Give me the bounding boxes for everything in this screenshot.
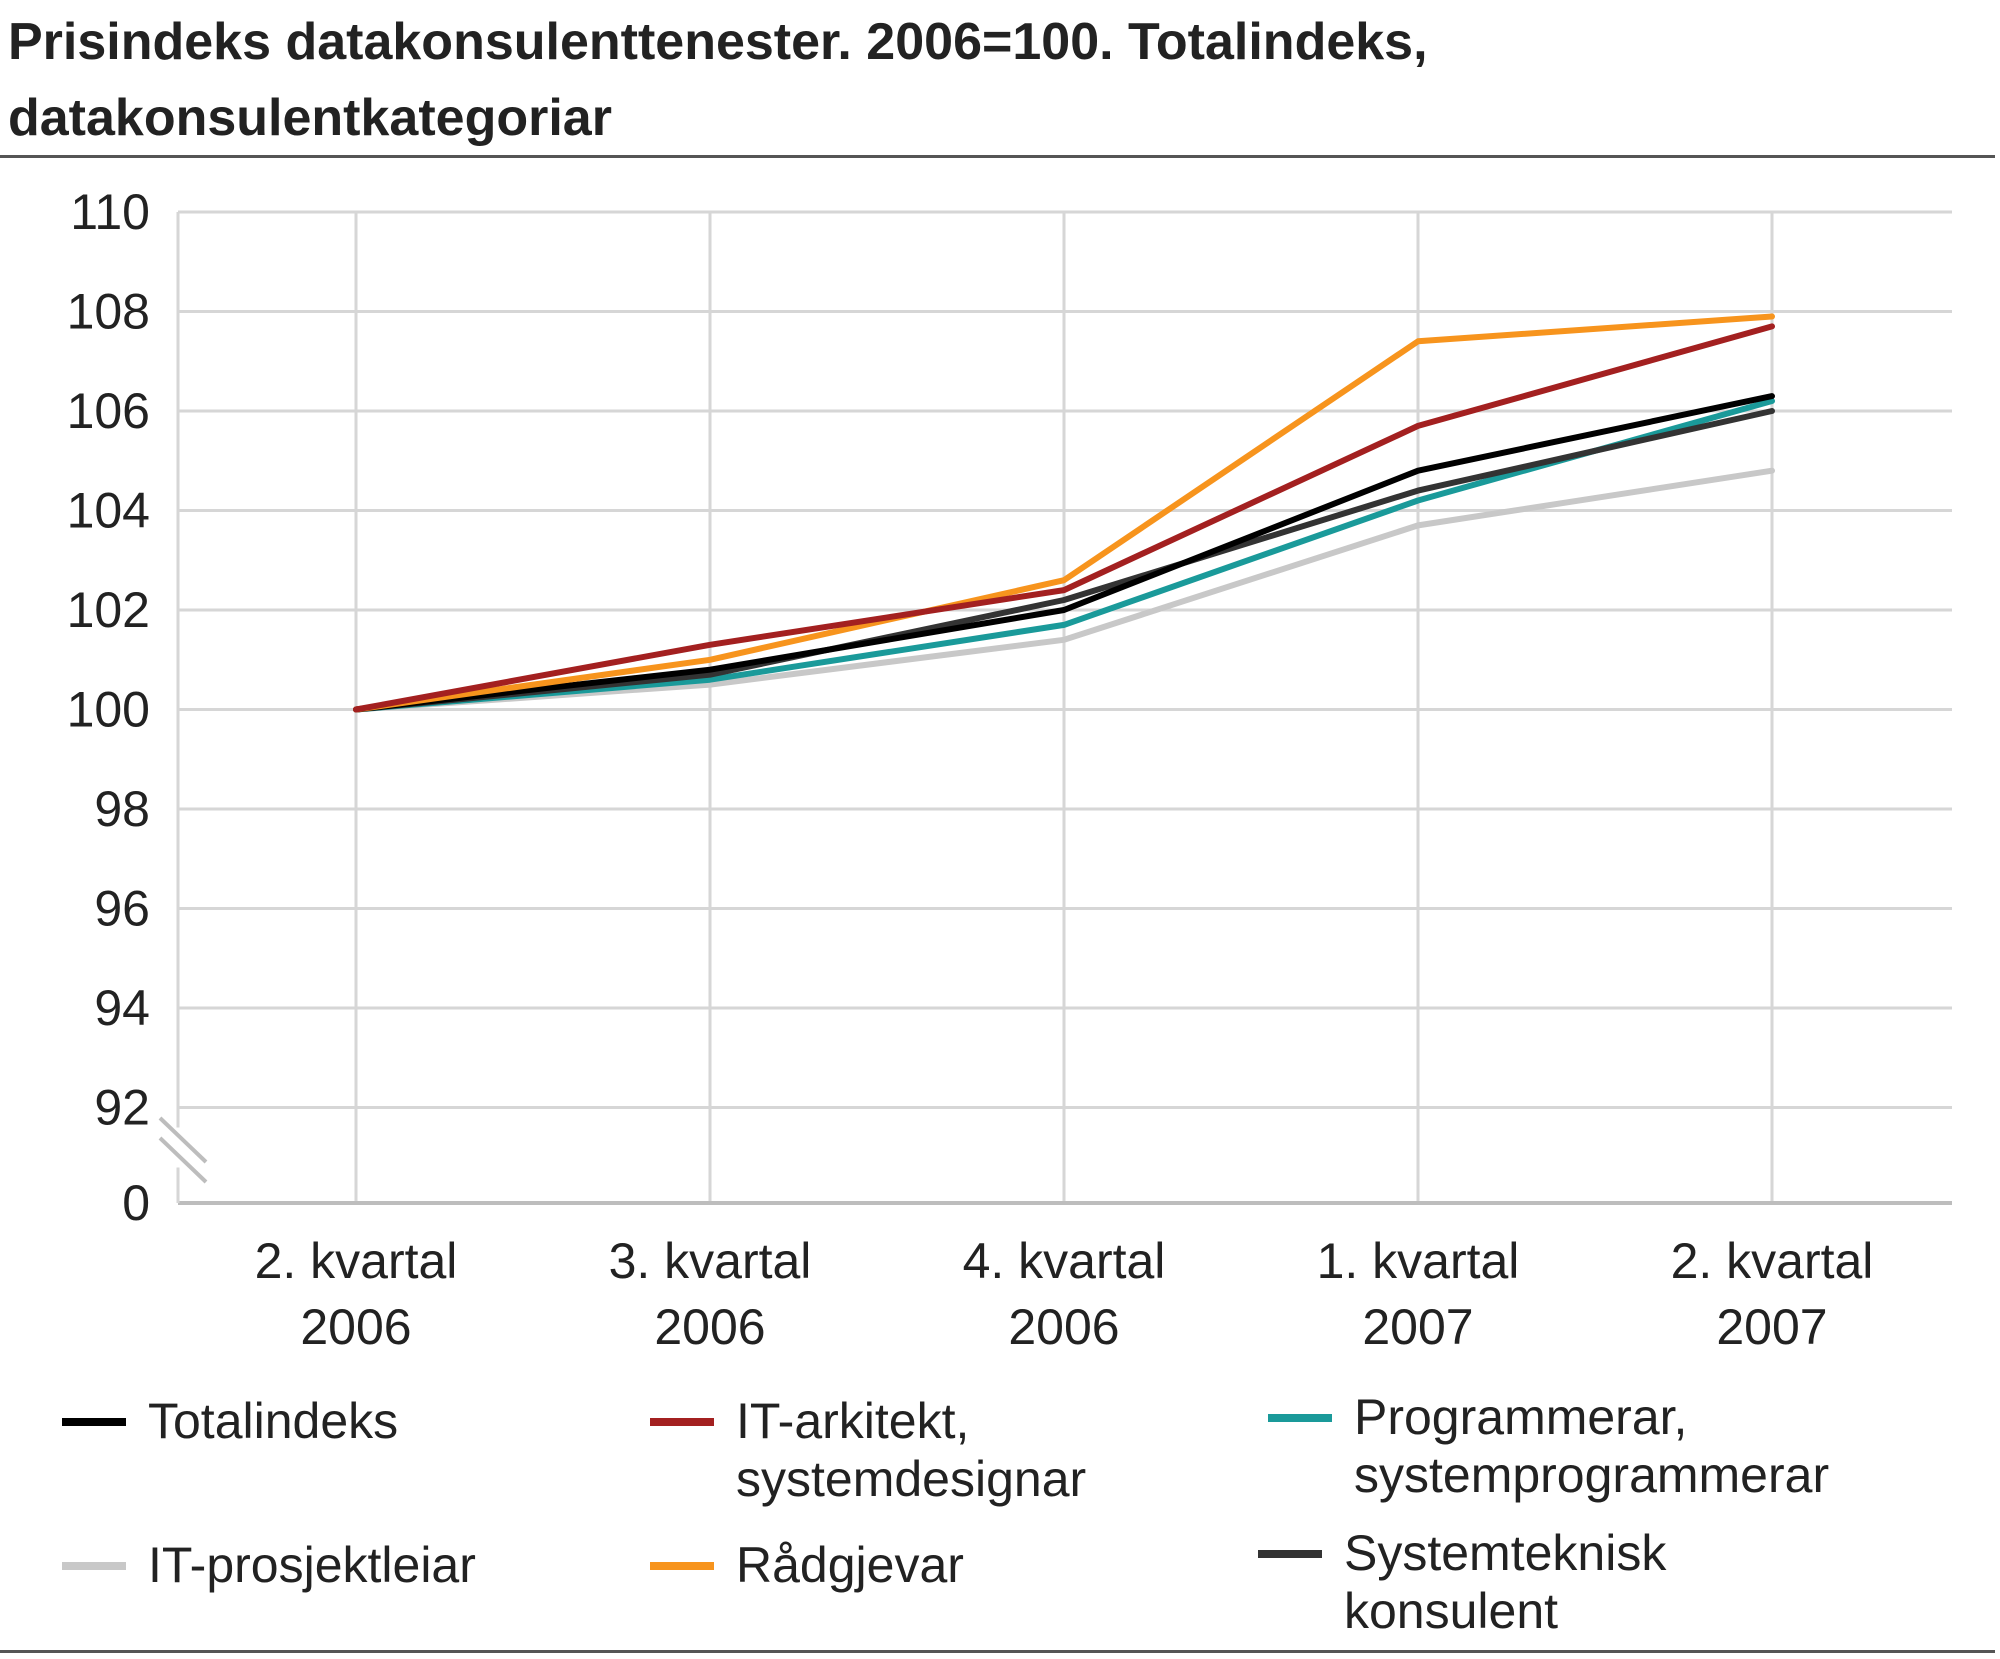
y-tick-96: 96: [94, 881, 150, 937]
series-line-r-dgjevar: [353, 313, 1775, 713]
series-line-it-arkitekt: [353, 323, 1775, 713]
legend-swatch: [650, 1562, 714, 1570]
legend-label: IT-arkitekt, systemdesignar: [736, 1393, 1087, 1507]
legend-label: Totalindeks: [148, 1393, 399, 1449]
bottom-divider: [0, 1650, 1995, 1653]
legend-item: IT-arkitekt, systemdesignar: [650, 1392, 1206, 1508]
x-tick-label: 4. kvartal 2006: [963, 1233, 1166, 1355]
series-lines: [353, 313, 1775, 713]
chart-title: Prisindeks datakonsulenttenester. 2006=1…: [8, 13, 1428, 147]
axes: [158, 212, 1952, 1205]
x-tick-label: 3. kvartal 2006: [609, 1233, 812, 1355]
series-line-totalindeks: [353, 393, 1775, 713]
legend-label: Systemteknisk konsulent: [1344, 1525, 1667, 1639]
axis-break-mark: [158, 1136, 208, 1184]
legend-label: IT-prosjektleiar: [148, 1537, 476, 1593]
y-tick-94: 94: [94, 980, 150, 1036]
y-tick-102: 102: [67, 582, 150, 638]
legend-swatch: [62, 1418, 126, 1426]
axis-break-mark: [158, 1116, 208, 1164]
y-tick-92: 92: [94, 1080, 150, 1136]
x-tick-label: 2. kvartal 2007: [1671, 1233, 1874, 1355]
x-tick-labels: 2. kvartal 2006 3. kvartal 2006 4. kvartal 20…: [255, 1233, 1874, 1355]
legend-item: Rådgjevar: [650, 1536, 1206, 1594]
y-tick-labels: 110 108 106 104 102 100 98 96 94 92 0: [67, 184, 150, 1231]
legend-swatch: [1268, 1414, 1332, 1422]
series-line-it-prosjektleiar: [353, 467, 1775, 713]
x-tick-label: 2. kvartal 2006: [255, 1233, 458, 1355]
legend-swatch: [62, 1562, 126, 1570]
y-tick-110: 110: [70, 184, 150, 240]
y-tick-106: 106: [67, 383, 150, 439]
legend-item: Systemteknisk konsulent: [1258, 1524, 1814, 1640]
gridlines: [178, 210, 1952, 1203]
legend-label: Programmerar, systemprogrammerar: [1354, 1389, 1830, 1503]
legend-item: Programmerar, systemprogrammerar: [1268, 1388, 1830, 1504]
y-tick-98: 98: [94, 781, 150, 837]
title-divider: [0, 155, 1995, 158]
series-line-systemteknisk: [353, 408, 1775, 713]
x-tick-label: 1. kvartal 2007: [1317, 1233, 1520, 1355]
y-tick-108: 108: [67, 284, 150, 340]
legend-item: Totalindeks: [62, 1392, 618, 1450]
line-chart: 110 108 106 104 102 100 98 96 94 92 0 2. kvartal 20…: [67, 184, 1952, 1355]
series-line-programmerar: [353, 398, 1775, 713]
legend-swatch: [1258, 1550, 1322, 1558]
legend-label: Rådgjevar: [736, 1537, 964, 1593]
legend-item: IT-prosjektleiar: [62, 1536, 618, 1594]
y-tick-100: 100: [67, 682, 150, 738]
y-tick-104: 104: [67, 483, 150, 539]
y-tick-0: 0: [122, 1175, 150, 1231]
legend-swatch: [650, 1418, 714, 1426]
